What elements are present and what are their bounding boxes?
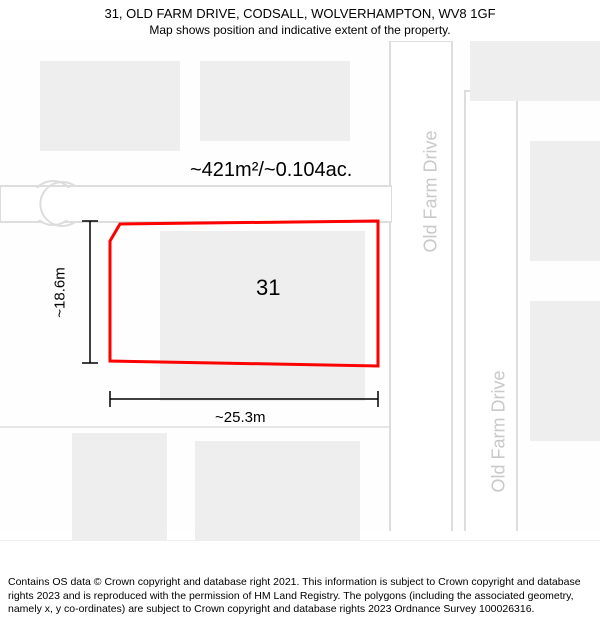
page-subtitle: Map shows position and indicative extent… — [10, 23, 590, 37]
copyright-footer: Contains OS data © Crown copyright and d… — [0, 569, 600, 625]
page-title: 31, OLD FARM DRIVE, CODSALL, WOLVERHAMPT… — [10, 6, 590, 21]
map-svg — [0, 41, 600, 541]
map-diagram: ~421m²/~0.104ac. ~18.6m ~25.3m 31 Old Fa… — [0, 41, 600, 541]
width-dimension-label: ~25.3m — [215, 409, 265, 426]
road-label-2: Old Farm Drive — [489, 370, 510, 492]
header: 31, OLD FARM DRIVE, CODSALL, WOLVERHAMPT… — [0, 0, 600, 41]
height-dimension-label: ~18.6m — [52, 267, 69, 317]
area-label: ~421m²/~0.104ac. — [190, 159, 352, 182]
road-label-1: Old Farm Drive — [421, 130, 442, 252]
plot-number: 31 — [256, 275, 280, 301]
